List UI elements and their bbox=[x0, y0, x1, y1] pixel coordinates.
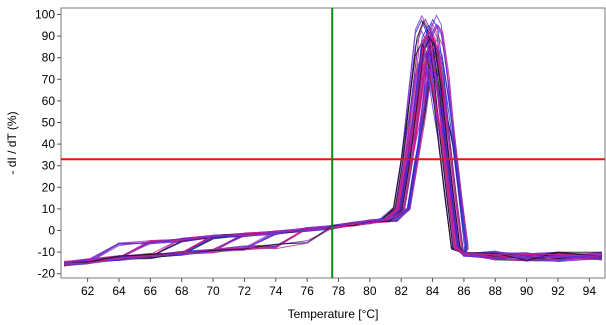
y-tick-label: 100 bbox=[35, 7, 55, 21]
curve-group bbox=[63, 13, 602, 267]
melt-curve-series bbox=[64, 24, 602, 264]
x-tick-label: 78 bbox=[332, 284, 346, 298]
y-tick-label: 60 bbox=[42, 94, 56, 108]
x-tick-label: 80 bbox=[363, 284, 377, 298]
y-axis-title: - dI / dT (%) bbox=[5, 111, 19, 174]
y-tick-label: 70 bbox=[42, 72, 56, 86]
y-tick-label: 10 bbox=[42, 202, 56, 216]
y-tick-label: -20 bbox=[38, 267, 56, 281]
x-tick-label: 82 bbox=[395, 284, 409, 298]
y-axis: -20 -10 0 10 20 30 40 50 60 70 80 90 100 bbox=[35, 7, 61, 281]
x-tick-label: 94 bbox=[583, 284, 597, 298]
y-tick-label: 90 bbox=[42, 29, 56, 43]
y-tick-label: 40 bbox=[42, 137, 56, 151]
melt-curve-series bbox=[64, 37, 602, 264]
melt-curve-series bbox=[64, 20, 602, 265]
reference-lines bbox=[61, 8, 605, 278]
y-tick-label: 20 bbox=[42, 180, 56, 194]
x-tick-label: 70 bbox=[206, 284, 220, 298]
x-tick-label: 62 bbox=[81, 284, 95, 298]
x-tick-label: 64 bbox=[112, 284, 126, 298]
x-tick-label: 92 bbox=[551, 284, 565, 298]
y-tick-label: -10 bbox=[38, 245, 56, 259]
melt-curve-series bbox=[64, 72, 602, 265]
y-tick-label: 0 bbox=[48, 223, 55, 237]
y-tick-label: 80 bbox=[42, 51, 56, 65]
x-axis-title: Temperature [°C] bbox=[288, 307, 379, 321]
melt-curve-series bbox=[64, 23, 602, 264]
x-tick-label: 76 bbox=[300, 284, 314, 298]
x-tick-label: 88 bbox=[489, 284, 503, 298]
x-axis: 62 64 66 68 70 72 74 76 78 80 82 84 86 88 90 92 94 bbox=[81, 278, 596, 298]
x-tick-label: 84 bbox=[426, 284, 440, 298]
x-tick-label: 68 bbox=[175, 284, 189, 298]
x-tick-label: 74 bbox=[269, 284, 283, 298]
x-tick-label: 90 bbox=[520, 284, 534, 298]
x-tick-label: 66 bbox=[144, 284, 158, 298]
melt-curve-series bbox=[64, 22, 602, 264]
x-tick-label: 86 bbox=[457, 284, 471, 298]
y-tick-label: 50 bbox=[42, 115, 56, 129]
x-tick-label: 72 bbox=[238, 284, 252, 298]
y-tick-label: 30 bbox=[42, 159, 56, 173]
